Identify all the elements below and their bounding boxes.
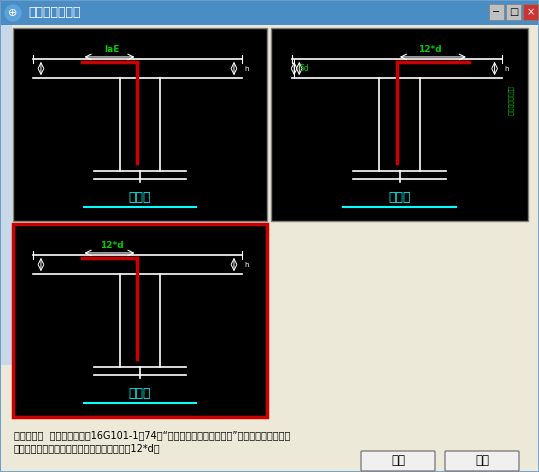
Text: □: □	[509, 7, 518, 17]
Bar	[13, 28, 267, 221]
FancyBboxPatch shape	[445, 451, 519, 471]
Text: h: h	[244, 261, 248, 268]
Text: ×: ×	[527, 7, 535, 17]
Text: 12*d: 12*d	[100, 241, 124, 250]
Text: h: h	[244, 66, 248, 72]
Text: 提示信息：  规范算法：来源16G101-1第74页“剪力墙竖向钉筋顶部构造”节点。墙柱顶部纵筋: 提示信息： 规范算法：来源16G101-1第74页“剪力墙竖向钉筋顶部构造”节点…	[14, 430, 291, 440]
Text: ⊕: ⊕	[8, 8, 18, 18]
Circle shape	[5, 5, 21, 21]
Bar	[271, 28, 528, 221]
FancyBboxPatch shape	[361, 451, 435, 471]
Text: 节点一: 节点一	[129, 191, 151, 204]
Bar	[506, 4, 521, 20]
Text: 取消: 取消	[475, 455, 489, 467]
Text: 节点三: 节点三	[129, 388, 151, 400]
Text: 5d: 5d	[300, 64, 309, 73]
Bar	[489, 4, 504, 20]
Bar	[1, 25, 12, 365]
Bar	[523, 4, 538, 20]
Text: 不能直锄时，伸至柱顶弯折，弯折长度默认为12*d。: 不能直锄时，伸至柱顶弯折，弯折长度默认为12*d。	[14, 443, 161, 453]
Text: 确定: 确定	[391, 455, 405, 467]
Bar	[1, 1, 538, 25]
Text: laE: laE	[105, 45, 120, 54]
Text: 选择节点构造图: 选择节点构造图	[28, 7, 80, 19]
Text: 纵筋伸至柱顶弯折: 纵筋伸至柱顶弯折	[507, 86, 513, 116]
Text: 12*d: 12*d	[418, 45, 442, 54]
Text: −: −	[493, 7, 501, 17]
Text: 节点二: 节点二	[388, 191, 411, 204]
Bar	[13, 224, 267, 417]
Text: h: h	[505, 66, 509, 72]
